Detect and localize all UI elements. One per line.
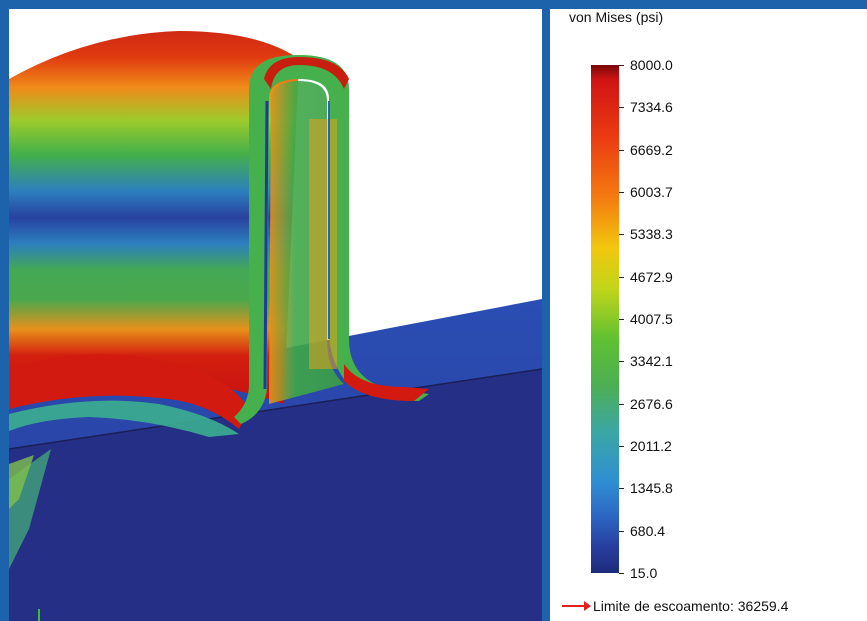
scale-tick-mark	[619, 573, 624, 574]
stress-plot-viewport[interactable]	[9, 9, 542, 621]
scale-tick-label: 2676.6	[630, 395, 673, 412]
clip-left-edge	[263, 100, 269, 390]
lower-left-highlight	[9, 455, 34, 509]
scale-tick-mark	[619, 446, 624, 447]
legend-title: von Mises (psi)	[569, 9, 664, 25]
scale-tick-label: 4007.5	[630, 311, 673, 327]
plate-body	[9, 369, 542, 621]
scale-tick-label: 7334.6	[630, 99, 673, 116]
scale-tick-label: 6003.7	[630, 184, 673, 200]
stress-legend-panel: von Mises (psi) 8000.0 7334.6 6669.2 6003.7…	[550, 9, 867, 621]
scale-tick-label: 8000.0	[630, 57, 673, 73]
clip-base-fillet	[9, 400, 239, 437]
scale-tick-label: 1345.8	[630, 480, 673, 497]
scale-tick-mark	[619, 403, 624, 405]
color-scale-bar	[591, 65, 619, 573]
scale-tick-mark	[619, 276, 624, 278]
yield-strength-label: Limite de escoamento: 36259.4	[560, 598, 788, 614]
scale-tick-mark	[619, 107, 624, 109]
scale-tick-mark	[619, 234, 624, 236]
scale-tick-mark	[619, 319, 624, 320]
plate-edge	[9, 368, 542, 450]
clip-base-rim	[9, 354, 249, 429]
yield-strength-text: Limite de escoamento: 36259.4	[593, 598, 789, 614]
scale-tick-mark	[619, 530, 624, 532]
scale-tick-label: 15.0	[630, 565, 658, 581]
scale-tick-label: 680.4	[630, 522, 666, 539]
scale-tick-label: 5338.3	[630, 226, 673, 243]
scale-tick-mark	[619, 488, 624, 490]
scale-tick-label: 6669.2	[630, 141, 673, 158]
arrow-right-icon	[562, 601, 591, 611]
scale-tick-mark	[619, 149, 624, 151]
clip-top-cap	[264, 57, 349, 89]
scale-tick-mark	[619, 65, 624, 66]
scale-tick-mark	[619, 361, 624, 363]
scale-tick-mark	[619, 192, 624, 193]
clip-right-stress-band	[309, 119, 337, 369]
stress-plot-canvas[interactable]	[9, 9, 542, 621]
scale-tick-label: 2011.2	[630, 438, 672, 454]
scale-tick-label: 4672.9	[630, 268, 673, 285]
scale-tick-label: 3342.1	[630, 353, 673, 370]
clip-outer-wall	[9, 31, 299, 404]
clip-right-foot	[344, 364, 429, 401]
